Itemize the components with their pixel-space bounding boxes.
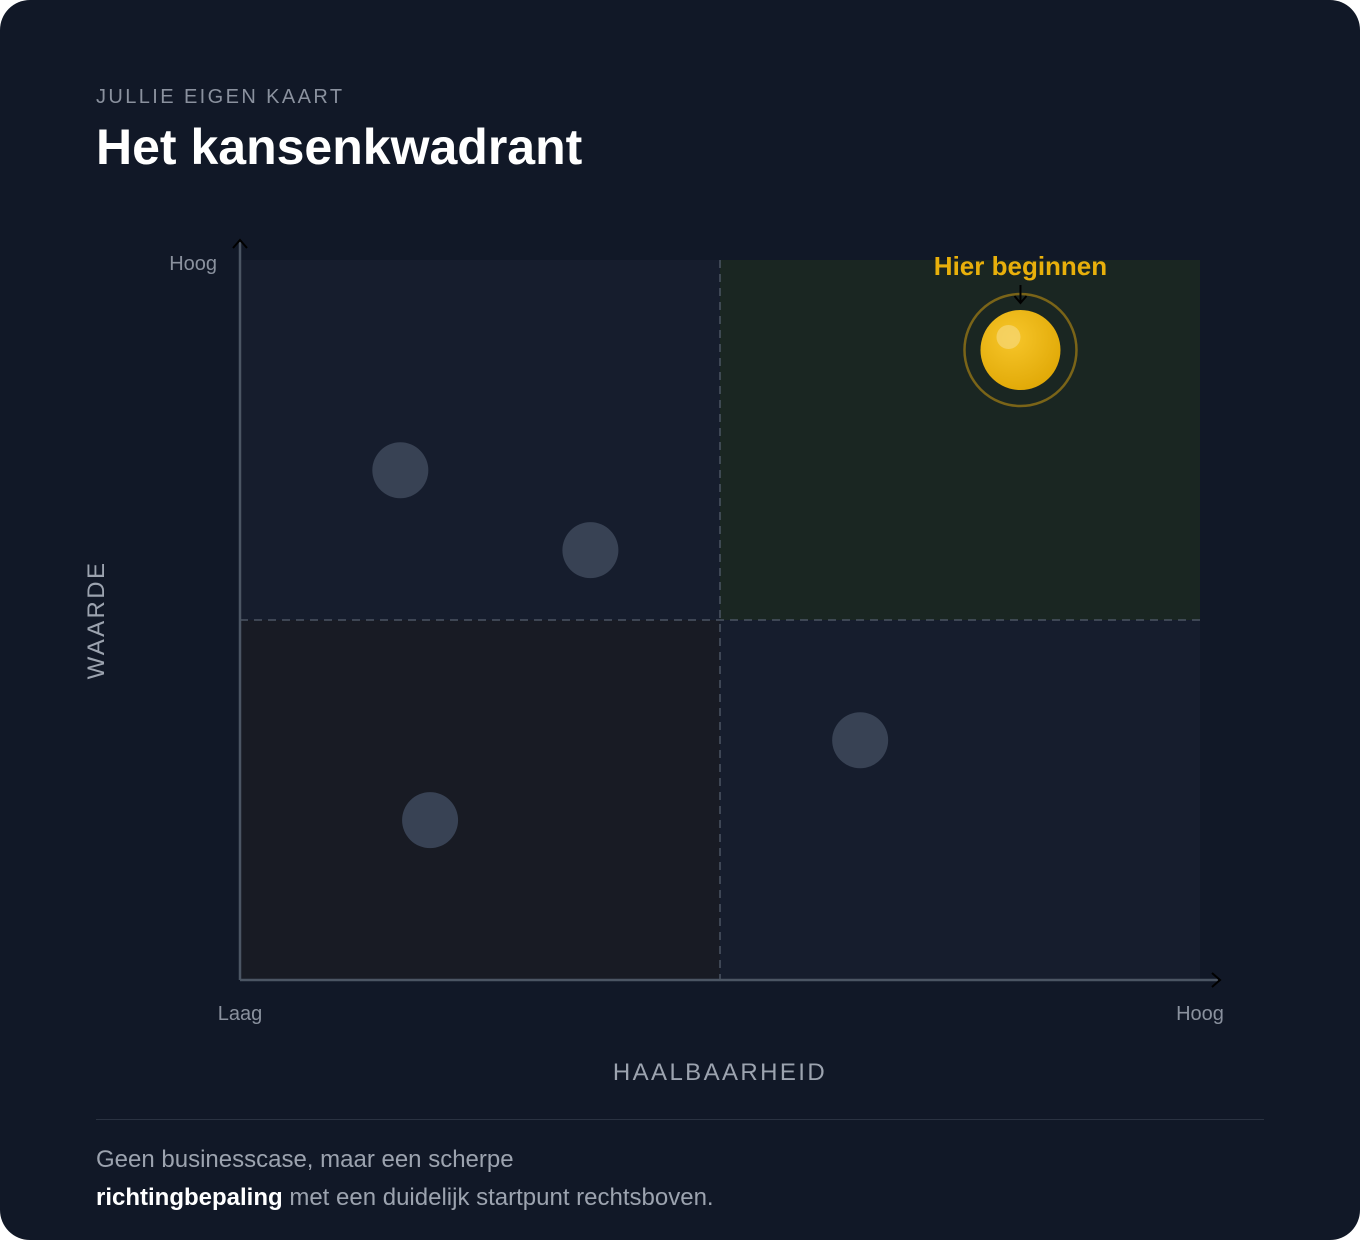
caption-bold: richtingbepaling bbox=[96, 1184, 283, 1211]
quadrant-top-left bbox=[240, 260, 720, 620]
opportunity-quadrant-chart: Hier beginnen Hoog Laag Hoog HAALBAARHEID WA… bbox=[83, 238, 1224, 1086]
caption-line-1: Geen businesscase, maar een scherpe bbox=[96, 1146, 514, 1173]
quadrant-top-right bbox=[720, 260, 1200, 620]
data-point-1 bbox=[372, 442, 429, 499]
highlight-label: Hier beginnen bbox=[934, 251, 1107, 281]
quadrant-bottom-left bbox=[240, 620, 720, 980]
x-tick-high: Hoog bbox=[1176, 1003, 1224, 1025]
highlight-point bbox=[980, 310, 1061, 390]
data-point-4 bbox=[832, 712, 889, 769]
caption-divider bbox=[96, 1119, 1264, 1120]
y-axis-arrow-icon bbox=[232, 238, 248, 249]
quadrant-bottom-right bbox=[720, 620, 1200, 980]
data-point-2 bbox=[562, 522, 619, 579]
highlight-shine bbox=[996, 325, 1021, 349]
x-tick-low: Laag bbox=[218, 1003, 263, 1025]
caption-rest: met een duidelijk startpunt rechtsboven. bbox=[282, 1184, 714, 1211]
arrow-down-icon bbox=[1013, 295, 1028, 305]
y-tick-high: Hoog bbox=[169, 253, 217, 275]
x-axis-arrow-icon bbox=[1211, 972, 1222, 988]
x-axis-label: HAALBAARHEID bbox=[613, 1059, 827, 1086]
eyebrow-label: JULLIE EIGEN KAART bbox=[96, 86, 345, 108]
caption: Geen businesscase, maar een scherpe rich… bbox=[96, 1141, 856, 1217]
page-title: Het kansenkwadrant bbox=[96, 119, 583, 175]
y-axis-label: WAARDE bbox=[83, 561, 110, 680]
data-point-3 bbox=[402, 792, 459, 849]
